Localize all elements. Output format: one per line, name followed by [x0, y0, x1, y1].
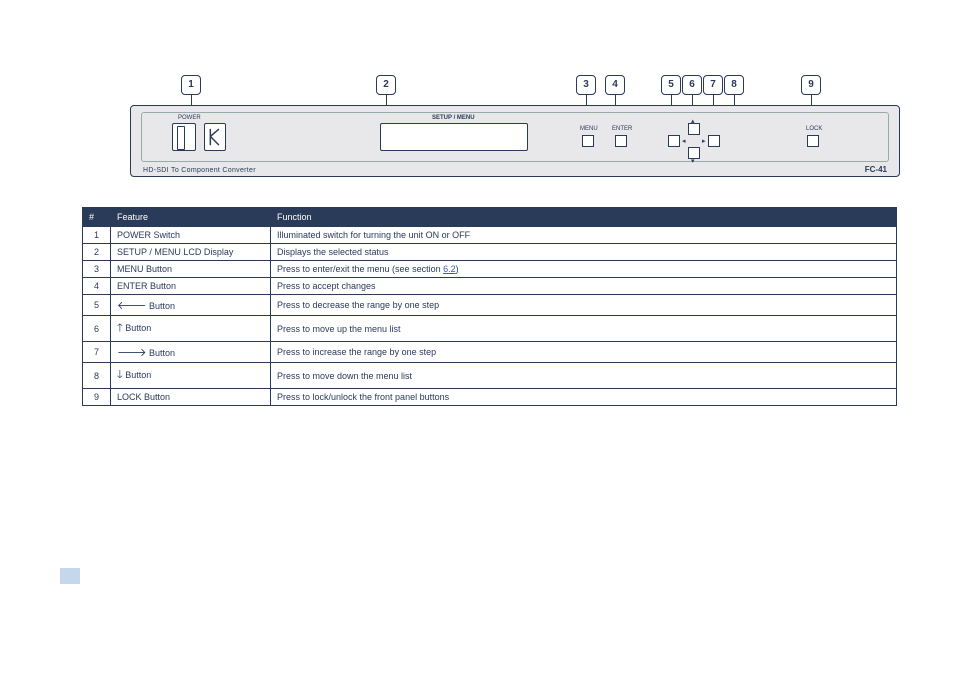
- cell-function: Press to decrease the range by one step: [271, 295, 897, 316]
- cell-function: Illuminated switch for turning the unit …: [271, 227, 897, 244]
- lock-button: [807, 135, 819, 147]
- callout-5: 5: [661, 75, 681, 95]
- cell-feature: MENU Button: [111, 261, 271, 278]
- th-feature: Feature: [111, 208, 271, 227]
- arrow-icon: 🡒: [117, 347, 147, 359]
- arrow-right-icon: ▸: [702, 137, 706, 145]
- cell-feature: 🡐 Button: [111, 295, 271, 316]
- cell-num: 5: [83, 295, 111, 316]
- device-model-desc: HD-SDI To Component Converter: [143, 167, 256, 174]
- callout-4: 4: [605, 75, 625, 95]
- cell-num: 1: [83, 227, 111, 244]
- menu-button: [582, 135, 594, 147]
- table-row: 2SETUP / MENU LCD DisplayDisplays the se…: [83, 244, 897, 261]
- cell-num: 8: [83, 363, 111, 389]
- cell-function: Displays the selected status: [271, 244, 897, 261]
- device-front-panel: POWER SETUP / MENU MENU ENTER ◂ ▴ ▸ ▾ LO…: [130, 105, 900, 177]
- cell-function: Press to increase the range by one step: [271, 342, 897, 363]
- cell-num: 9: [83, 389, 111, 406]
- callout-8: 8: [724, 75, 744, 95]
- cell-function: Press to move down the menu list: [271, 363, 897, 389]
- callout-7: 7: [703, 75, 723, 95]
- table-row: 4ENTER ButtonPress to accept changes: [83, 278, 897, 295]
- cell-feature: POWER Switch: [111, 227, 271, 244]
- th-num: #: [83, 208, 111, 227]
- table-row: 5🡐 ButtonPress to decrease the range by …: [83, 295, 897, 316]
- arrow-icon: 🡑: [117, 322, 123, 334]
- cell-num: 7: [83, 342, 111, 363]
- callout-2: 2: [376, 75, 396, 95]
- device-inner-frame: POWER SETUP / MENU MENU ENTER ◂ ▴ ▸ ▾ LO…: [141, 112, 889, 162]
- table-row: 3MENU ButtonPress to enter/exit the menu…: [83, 261, 897, 278]
- lcd-label: SETUP / MENU: [432, 115, 475, 121]
- cell-num: 4: [83, 278, 111, 295]
- callout-9: 9: [801, 75, 821, 95]
- table-row: 7🡒 ButtonPress to increase the range by …: [83, 342, 897, 363]
- menu-label: MENU: [580, 126, 598, 132]
- lcd-display: [380, 123, 528, 151]
- cell-num: 2: [83, 244, 111, 261]
- arrow-left-icon: ◂: [682, 137, 686, 145]
- cell-feature: 🡑 Button: [111, 316, 271, 342]
- cell-num: 6: [83, 316, 111, 342]
- left-button: [668, 135, 680, 147]
- arrow-down-icon: ▾: [691, 159, 695, 165]
- cell-function: Press to enter/exit the menu (see sectio…: [271, 261, 897, 278]
- power-switch: [172, 123, 196, 151]
- lock-label: LOCK: [806, 126, 822, 132]
- cell-feature: 🡒 Button: [111, 342, 271, 363]
- table-row: 8🡓 ButtonPress to move down the menu lis…: [83, 363, 897, 389]
- cell-function: Press to move up the menu list: [271, 316, 897, 342]
- brand-logo: [204, 123, 226, 151]
- features-table: # Feature Function 1POWER SwitchIllumina…: [82, 207, 897, 406]
- right-button: [708, 135, 720, 147]
- arrow-icon: 🡓: [117, 369, 123, 381]
- cell-num: 3: [83, 261, 111, 278]
- callout-3: 3: [576, 75, 596, 95]
- cell-feature: SETUP / MENU LCD Display: [111, 244, 271, 261]
- section-link[interactable]: 6.2: [443, 264, 456, 274]
- arrow-icon: 🡐: [117, 300, 147, 312]
- cell-feature: 🡓 Button: [111, 363, 271, 389]
- callout-1: 1: [181, 75, 201, 95]
- page-marker: [60, 568, 80, 584]
- enter-label: ENTER: [612, 126, 632, 132]
- table-row: 9LOCK ButtonPress to lock/unlock the fro…: [83, 389, 897, 406]
- th-function: Function: [271, 208, 897, 227]
- power-label: POWER: [178, 115, 201, 121]
- cell-feature: ENTER Button: [111, 278, 271, 295]
- table-row: 6🡑 ButtonPress to move up the menu list: [83, 316, 897, 342]
- cell-feature: LOCK Button: [111, 389, 271, 406]
- cell-function: Press to accept changes: [271, 278, 897, 295]
- table-row: 1POWER SwitchIlluminated switch for turn…: [83, 227, 897, 244]
- callout-6: 6: [682, 75, 702, 95]
- enter-button: [615, 135, 627, 147]
- cell-function: Press to lock/unlock the front panel but…: [271, 389, 897, 406]
- device-model-number: FC-41: [865, 165, 887, 174]
- arrow-up-icon: ▴: [691, 117, 695, 125]
